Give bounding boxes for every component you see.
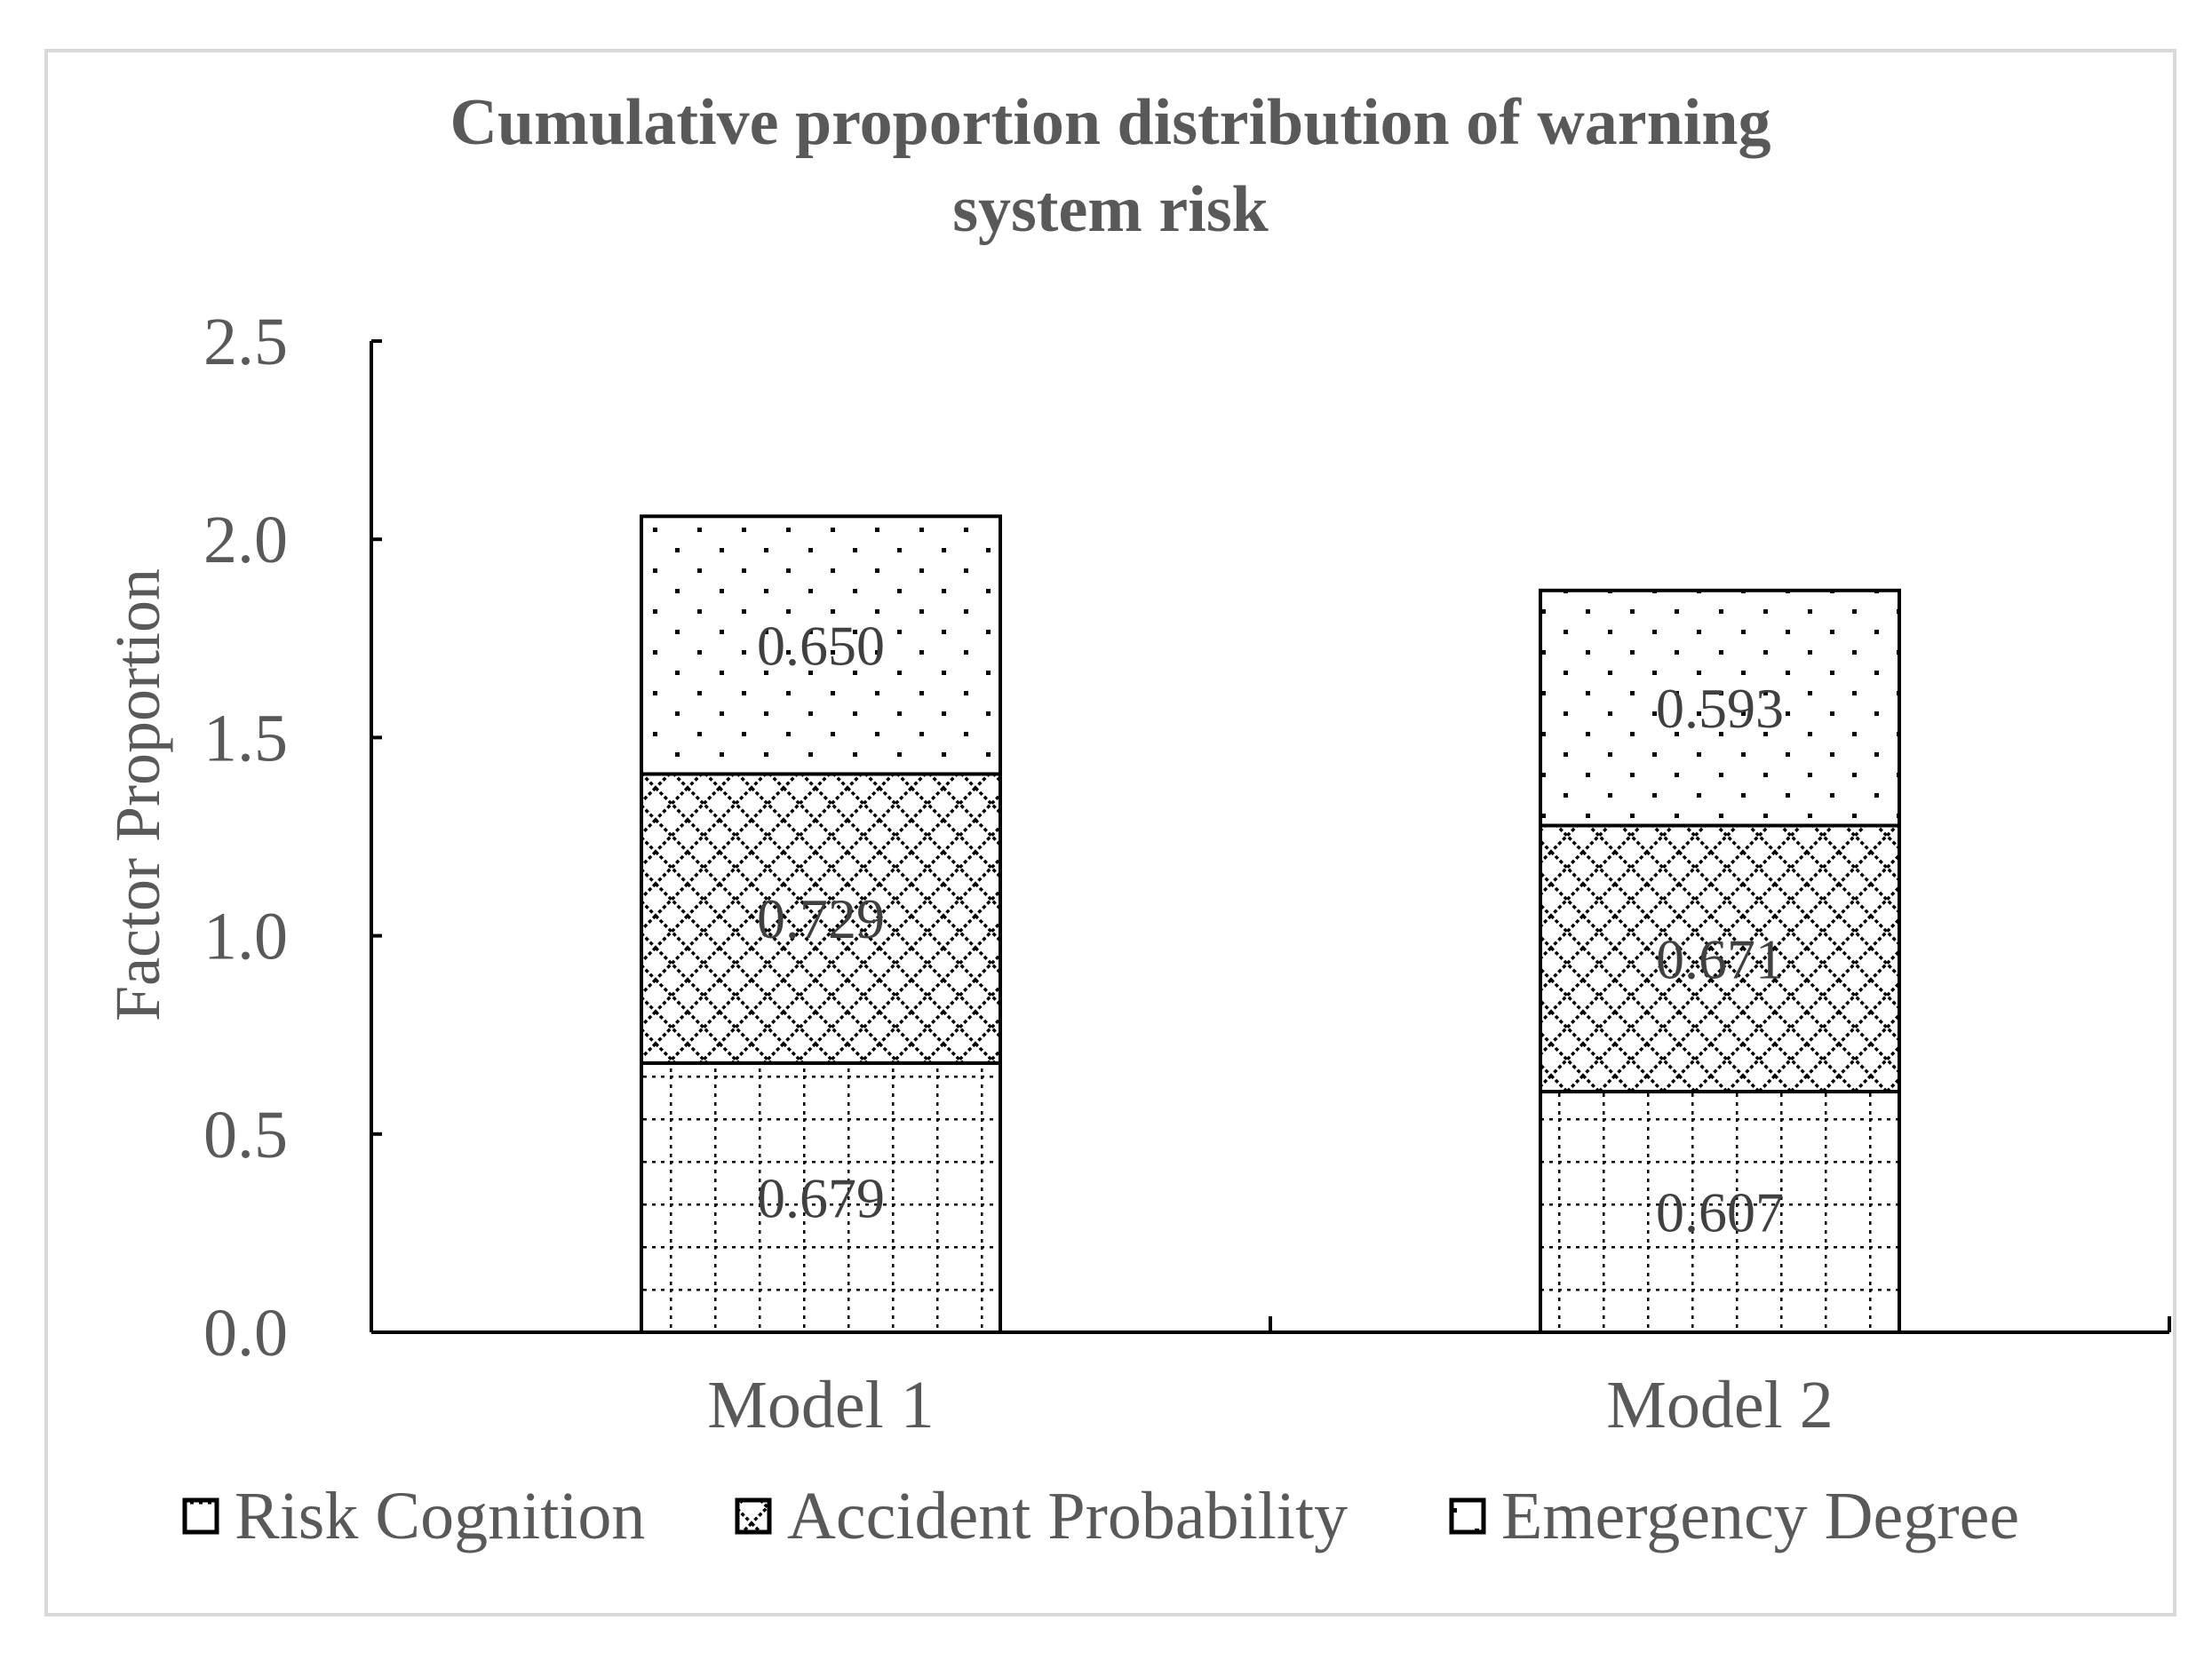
bar-segment-accident-probability [640,772,1002,1065]
y-tick-label: 1.5 [203,701,288,775]
legend-label: Emergency Degree [1501,1479,2019,1553]
x-axis-categories: Model 1 Model 2 [707,1368,1833,1442]
data-label: 0.650 [757,614,885,677]
bar-segment-emergency-degree [1539,588,1901,828]
x-category-label: Model 1 [707,1368,934,1442]
data-label: 0.607 [1656,1181,1784,1244]
y-axis-ticks: 0.0 0.5 1.0 1.5 2.0 2.5 [203,305,382,1370]
data-label: 0.729 [757,887,885,950]
legend-swatch-accident-probability [735,1497,772,1535]
bar-segment-accident-probability [1539,823,1901,1094]
y-tick-label: 0.5 [203,1098,288,1172]
data-labels-group: 0.679 0.729 0.650 0.607 0.671 0.593 [757,614,1784,1243]
y-axis-label: Factor Proportion [102,568,173,1021]
x-axis-ticks [1269,1316,2171,1332]
data-label: 0.671 [1656,927,1784,990]
legend: Risk Cognition Accident Probability Emerge… [182,1479,2019,1553]
legend-label: Accident Probability [787,1479,1348,1553]
x-category-label: Model 2 [1606,1368,1833,1442]
y-tick-label: 2.5 [203,305,288,379]
bar-segment-emergency-degree [640,514,1002,776]
y-tick-label: 2.0 [203,503,288,577]
chart-frame: Cumulative proportion distribution of wa… [44,49,2176,1616]
chart-title-line-1: Cumulative proportion distribution of wa… [450,86,1770,159]
chart-svg: Cumulative proportion distribution of wa… [102,86,2171,1553]
data-label: 0.593 [1656,677,1784,740]
legend-swatch-risk-cognition [182,1497,219,1535]
y-tick-label: 1.0 [203,900,288,974]
data-label: 0.679 [757,1166,885,1229]
bars-group [640,514,1901,1334]
legend-swatch-emergency-degree [1449,1497,1486,1535]
chart-title-line-2: system risk [952,173,1269,246]
y-tick-label: 0.0 [203,1296,288,1370]
legend-label: Risk Cognition [235,1479,645,1553]
